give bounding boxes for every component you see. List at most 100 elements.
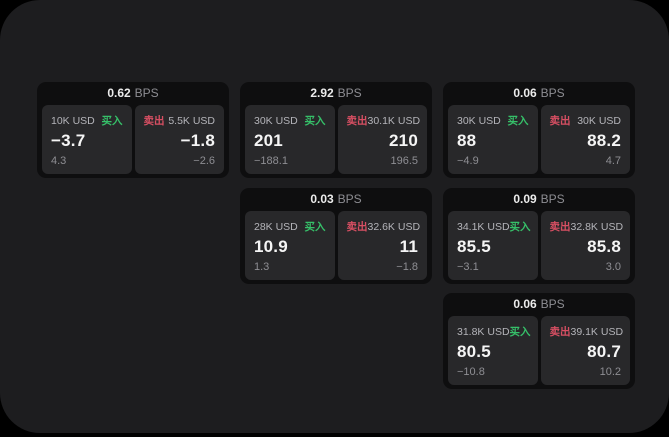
- sell-panel[interactable]: 卖出 32.6K USD 11 −1.8: [337, 211, 427, 280]
- sell-notional: 30.1K USD: [367, 114, 421, 127]
- sell-delta: −2.6: [193, 155, 215, 167]
- bps-header: 0.06 BPS: [443, 82, 635, 105]
- sell-notional: 32.6K USD: [367, 220, 421, 233]
- buy-notional: 28K USD: [254, 220, 298, 233]
- bps-header: 0.06 BPS: [443, 293, 635, 316]
- bps-value: 0.06: [513, 297, 537, 311]
- sell-panel[interactable]: 卖出 30K USD 88.2 4.7: [540, 105, 630, 174]
- quote-panels: 28K USD 买入 10.9 1.3 卖出 32.6K USD 11 −1.8: [240, 211, 432, 284]
- sell-delta: −1.8: [396, 261, 418, 273]
- quote-card-1: 0.62 BPS 10K USD 买入 −3.7 4.3 卖出 5.5K USD…: [37, 82, 229, 178]
- sell-price: −1.8: [180, 131, 215, 151]
- buy-panel[interactable]: 31.8K USD 买入 80.5 −10.8: [448, 316, 538, 385]
- buy-panel[interactable]: 30K USD 买入 88 −4.9: [448, 105, 538, 174]
- buy-price: 10.9: [254, 237, 288, 257]
- sell-price: 210: [389, 131, 418, 151]
- sell-panel[interactable]: 卖出 30.1K USD 210 196.5: [337, 105, 427, 174]
- buy-price: 88: [457, 131, 477, 151]
- sell-panel-header: 卖出 5.5K USD: [144, 113, 216, 128]
- bps-unit-label: BPS: [540, 297, 565, 311]
- sell-panel-header: 卖出 39.1K USD: [549, 324, 624, 339]
- buy-panel-header: 30K USD 买入: [254, 113, 326, 128]
- sell-tag: 卖出: [346, 221, 368, 233]
- buy-notional: 30K USD: [457, 114, 501, 127]
- buy-delta: −10.8: [457, 366, 485, 378]
- quote-panels: 34.1K USD 买入 85.5 −3.1 卖出 32.8K USD 85.8…: [443, 211, 635, 284]
- quote-card-4: 0.03 BPS 28K USD 买入 10.9 1.3 卖出 32.6K US…: [240, 188, 432, 284]
- sell-tag: 卖出: [346, 115, 368, 127]
- buy-notional: 34.1K USD: [457, 220, 510, 233]
- sell-delta: 10.2: [599, 366, 621, 378]
- sell-notional: 30K USD: [577, 114, 621, 127]
- buy-panel-header: 31.8K USD 买入: [457, 324, 531, 339]
- bps-unit-label: BPS: [337, 86, 362, 100]
- bps-header: 0.62 BPS: [37, 82, 229, 105]
- quote-panels: 30K USD 买入 201 −188.1 卖出 30.1K USD 210 1…: [240, 105, 432, 178]
- bps-value: 0.06: [513, 86, 537, 100]
- sell-tag: 卖出: [549, 115, 571, 127]
- quote-panels: 31.8K USD 买入 80.5 −10.8 卖出 39.1K USD 80.…: [443, 316, 635, 389]
- buy-tag: 买入: [304, 115, 326, 127]
- buy-tag: 买入: [304, 221, 326, 233]
- bps-value: 0.03: [310, 192, 334, 206]
- buy-panel[interactable]: 30K USD 买入 201 −188.1: [245, 105, 335, 174]
- sell-panel[interactable]: 卖出 39.1K USD 80.7 10.2: [540, 316, 630, 385]
- buy-delta: −3.1: [457, 261, 479, 273]
- sell-delta: 3.0: [605, 261, 621, 273]
- bps-header: 0.09 BPS: [443, 188, 635, 211]
- sell-delta: 196.5: [390, 155, 418, 167]
- buy-notional: 10K USD: [51, 114, 95, 127]
- bps-unit-label: BPS: [540, 86, 565, 100]
- bps-unit-label: BPS: [337, 192, 362, 206]
- quote-panels: 30K USD 买入 88 −4.9 卖出 30K USD 88.2 4.7: [443, 105, 635, 178]
- bps-value: 0.09: [513, 192, 537, 206]
- bps-value: 2.92: [310, 86, 334, 100]
- buy-price: 201: [254, 131, 283, 151]
- sell-price: 80.7: [587, 342, 621, 362]
- bps-unit-label: BPS: [540, 192, 565, 206]
- bps-unit-label: BPS: [134, 86, 159, 100]
- sell-panel-header: 卖出 32.8K USD: [549, 219, 624, 234]
- buy-panel[interactable]: 28K USD 买入 10.9 1.3: [245, 211, 335, 280]
- buy-price: 85.5: [457, 237, 491, 257]
- buy-panel-header: 34.1K USD 买入: [457, 219, 531, 234]
- sell-notional: 32.8K USD: [570, 220, 624, 233]
- buy-price: 80.5: [457, 342, 491, 362]
- buy-delta: −4.9: [457, 155, 479, 167]
- bps-header: 0.03 BPS: [240, 188, 432, 211]
- buy-tag: 买入: [509, 326, 531, 338]
- sell-price: 85.8: [587, 237, 621, 257]
- sell-panel-header: 卖出 30.1K USD: [346, 113, 421, 128]
- sell-tag: 卖出: [143, 115, 165, 127]
- sell-notional: 5.5K USD: [168, 114, 215, 127]
- bps-value: 0.62: [107, 86, 131, 100]
- buy-notional: 30K USD: [254, 114, 298, 127]
- buy-delta: −188.1: [254, 155, 288, 167]
- quote-card-2: 2.92 BPS 30K USD 买入 201 −188.1 卖出 30.1K …: [240, 82, 432, 178]
- buy-delta: 4.3: [51, 155, 67, 167]
- buy-delta: 1.3: [254, 261, 270, 273]
- sell-price: 11: [399, 237, 418, 257]
- buy-panel[interactable]: 34.1K USD 买入 85.5 −3.1: [448, 211, 538, 280]
- buy-price: −3.7: [51, 131, 86, 151]
- buy-panel-header: 30K USD 买入: [457, 113, 529, 128]
- quote-card-6: 0.06 BPS 31.8K USD 买入 80.5 −10.8 卖出 39.1…: [443, 293, 635, 389]
- sell-tag: 卖出: [549, 221, 571, 233]
- sell-notional: 39.1K USD: [570, 325, 624, 338]
- buy-panel[interactable]: 10K USD 买入 −3.7 4.3: [42, 105, 132, 174]
- sell-delta: 4.7: [605, 155, 621, 167]
- sell-panel[interactable]: 卖出 32.8K USD 85.8 3.0: [540, 211, 630, 280]
- sell-panel-header: 卖出 30K USD: [550, 113, 622, 128]
- quote-card-3: 0.06 BPS 30K USD 买入 88 −4.9 卖出 30K USD 8…: [443, 82, 635, 178]
- sell-panel-header: 卖出 32.6K USD: [346, 219, 421, 234]
- sell-price: 88.2: [587, 131, 621, 151]
- buy-tag: 买入: [507, 115, 529, 127]
- sell-tag: 卖出: [549, 326, 571, 338]
- buy-tag: 买入: [101, 115, 123, 127]
- bps-header: 2.92 BPS: [240, 82, 432, 105]
- sell-panel[interactable]: 卖出 5.5K USD −1.8 −2.6: [134, 105, 224, 174]
- quote-panels: 10K USD 买入 −3.7 4.3 卖出 5.5K USD −1.8 −2.…: [37, 105, 229, 178]
- buy-panel-header: 28K USD 买入: [254, 219, 326, 234]
- buy-panel-header: 10K USD 买入: [51, 113, 123, 128]
